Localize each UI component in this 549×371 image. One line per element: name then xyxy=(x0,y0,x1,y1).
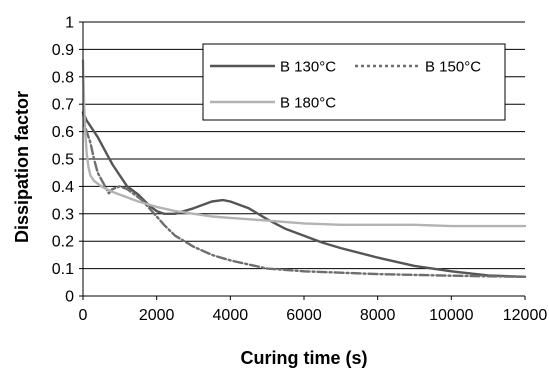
tick-labels: 0 0.1 0.2 0.3 0.4 0.5 0.6 0.7 0.8 0.9 1 0 2000 4000 60… xyxy=(52,15,548,325)
series-line-0 xyxy=(81,111,527,278)
y-tick-label-5: 0.5 xyxy=(52,152,74,169)
x-tick-label-4: 8000 xyxy=(360,307,396,324)
series-line-1 xyxy=(81,111,527,278)
y-tick-label-0: 0 xyxy=(65,289,74,306)
legend-box xyxy=(202,43,506,121)
x-tick-label-1: 2000 xyxy=(139,307,175,324)
y-tick-label-8: 0.8 xyxy=(52,69,74,86)
y-tick-label-1: 0.1 xyxy=(52,261,74,278)
legend: B 130°C B 150°C B 180°C xyxy=(202,43,506,121)
y-axis-title: Dissipation factor xyxy=(12,91,32,243)
y-tick-label-2: 0.2 xyxy=(52,234,74,251)
x-tick-label-0: 0 xyxy=(79,307,88,324)
y-tick-label-6: 0.6 xyxy=(52,124,74,141)
y-tick-label-10: 1 xyxy=(65,15,74,32)
y-tick-label-9: 0.9 xyxy=(52,42,74,59)
x-tick-label-3: 6000 xyxy=(286,307,322,324)
legend-label-2: B 180°C xyxy=(280,95,336,112)
y-tick-label-3: 0.3 xyxy=(52,206,74,223)
legend-label-1: B 150°C xyxy=(425,59,481,76)
legend-label-0: B 130°C xyxy=(280,59,336,76)
x-tick-label-5: 10000 xyxy=(429,307,474,324)
x-tick-label-6: 12000 xyxy=(503,307,548,324)
x-axis-title: Curing time (s) xyxy=(240,348,367,368)
y-tick-label-7: 0.7 xyxy=(52,97,74,114)
x-tick-label-2: 4000 xyxy=(213,307,249,324)
axes xyxy=(79,21,526,300)
series-line-2 xyxy=(81,59,527,228)
y-tick-label-4: 0.4 xyxy=(52,179,74,196)
series-layer xyxy=(81,59,527,278)
